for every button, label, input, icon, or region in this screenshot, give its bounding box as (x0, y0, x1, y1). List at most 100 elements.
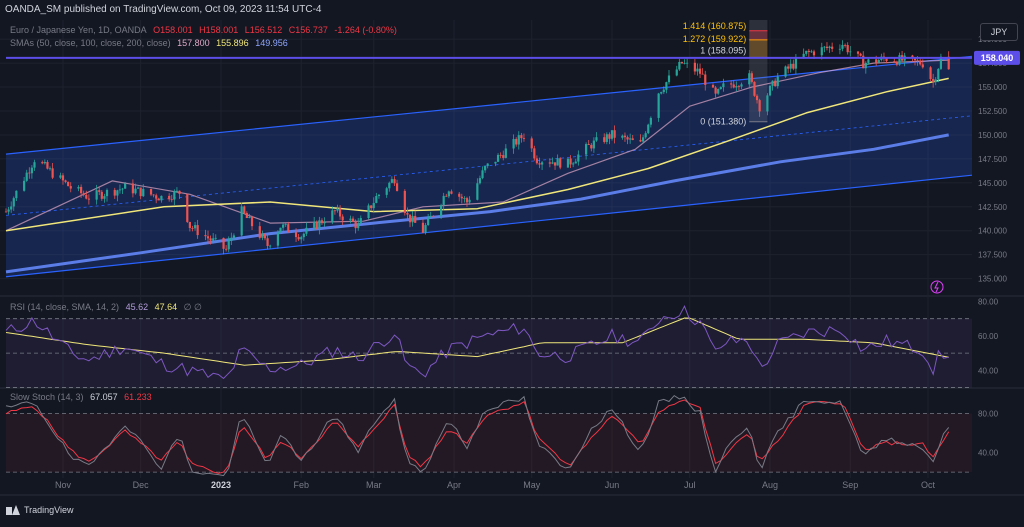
candle-body (478, 178, 482, 184)
candle (33, 159, 36, 171)
candle-body (41, 162, 44, 164)
candle (406, 207, 409, 220)
candle (142, 184, 145, 197)
candle-body (680, 61, 684, 64)
rsi-pane[interactable] (5, 304, 972, 388)
candle (504, 144, 507, 159)
candle (789, 59, 792, 73)
y-tick-label: 145.000 (978, 179, 1007, 188)
candle-body (465, 198, 469, 203)
candle (279, 227, 282, 233)
current-price-label: 158.040 (981, 53, 1014, 63)
candle (722, 78, 725, 92)
candle (548, 158, 551, 168)
candle-body (170, 199, 173, 201)
candle-body (377, 194, 381, 197)
candle (427, 213, 430, 226)
candle (370, 205, 373, 211)
candle-body (408, 214, 412, 223)
candle-body (4, 211, 8, 213)
candle (494, 161, 497, 167)
candle (341, 214, 344, 226)
candle (263, 233, 267, 241)
channel-upper-line (5, 55, 973, 155)
candle-body (375, 196, 378, 203)
candle-body (25, 172, 28, 181)
candle-body (359, 218, 362, 224)
candle-body (849, 51, 852, 53)
candle (15, 190, 18, 202)
candle-body (142, 188, 145, 197)
candle (626, 135, 629, 145)
sma-line-sma50 (5, 59, 949, 232)
candle (737, 84, 741, 91)
candle (517, 131, 520, 150)
candle (82, 190, 85, 197)
candle (807, 48, 810, 57)
x-tick-label: Feb (293, 480, 309, 490)
fib-level-label: 1.414 (160.875) (683, 21, 747, 31)
currency-button[interactable]: JPY (980, 23, 1018, 41)
time-axis[interactable]: Nov Dec 2023 Feb Mar Apr May Jun Jul Aug Sep Oct (55, 480, 935, 490)
y-tick-label: 155.000 (978, 83, 1007, 92)
candle (282, 221, 285, 231)
stoch-y-tick: 80.00 (978, 409, 999, 418)
price-pane[interactable]: 1.414 (160.875) 1.272 (159.922)1 (158.095… (4, 20, 973, 294)
channel-fill (6, 56, 972, 277)
candle-body (683, 63, 686, 64)
price-axis[interactable]: 160.000157.500155.000152.500150.000147.5… (974, 35, 1020, 458)
candle-body (494, 161, 497, 164)
candle (481, 166, 484, 180)
fib-level-label: 0 (151.380) (700, 117, 746, 127)
candle (629, 133, 632, 144)
candle (520, 132, 523, 143)
candle (51, 163, 54, 180)
candle (774, 78, 777, 87)
candle (349, 215, 352, 224)
candle (476, 178, 479, 201)
candle (421, 219, 425, 234)
candle (25, 169, 28, 182)
candle-body (460, 196, 463, 199)
candle-body (732, 84, 735, 88)
candle-body (33, 162, 36, 168)
candle (939, 53, 943, 71)
candle-body (893, 61, 896, 62)
candle (139, 187, 142, 200)
candle (864, 61, 867, 74)
candle-body (776, 76, 779, 87)
candle-body (284, 224, 287, 225)
candle-body (476, 183, 479, 200)
candle (315, 220, 318, 230)
candle-body (225, 248, 228, 250)
candle (121, 187, 124, 195)
rsi-legend: RSI (14, close, SMA, 14, 2) 45.62 47.64 … (10, 302, 206, 313)
candle (134, 183, 137, 195)
candle-body (432, 215, 435, 217)
publisher-line: OANDA_SM published on TradingView.com, O… (5, 4, 322, 15)
y-tick-label: 142.500 (978, 203, 1007, 212)
candle-body (802, 53, 805, 58)
candle-body (206, 236, 210, 239)
x-tick-label: Oct (921, 480, 936, 490)
candle (929, 66, 932, 81)
candle (647, 123, 650, 135)
candle (442, 192, 445, 211)
candle-body (263, 234, 267, 239)
candle-body (862, 55, 865, 69)
stoch-pane[interactable] (5, 394, 972, 477)
candle (680, 61, 684, 65)
candle-body (160, 195, 163, 201)
candle-body (28, 172, 31, 174)
candle (4, 208, 8, 213)
stoch-k-value: 67.057 (90, 392, 118, 402)
candle (28, 167, 31, 179)
candle-body (522, 138, 526, 139)
candle (683, 59, 686, 65)
x-tick-label: Aug (762, 480, 778, 490)
candle-body (535, 158, 539, 164)
candle-body (191, 228, 194, 229)
candle (77, 185, 80, 192)
